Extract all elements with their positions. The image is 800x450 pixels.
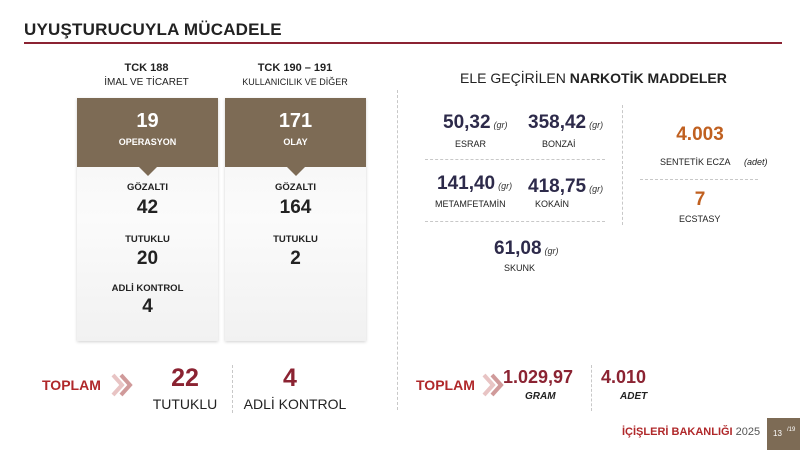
skunk-value: 61,08 (gr)	[494, 238, 559, 260]
metamfetamin-amount: 141,40	[437, 173, 496, 194]
olay-count: 171	[278, 110, 313, 132]
metamfetamin-unit: (gr)	[498, 181, 513, 191]
bonzai-label: BONZAİ	[542, 139, 576, 149]
operasyon-count: 19	[136, 110, 159, 132]
section-divider	[397, 90, 398, 410]
adli-kontrol-label: ADLİ KONTROL	[111, 283, 184, 294]
gozalti-label: GÖZALTI	[275, 182, 316, 193]
gozalti-value: 164	[279, 197, 312, 218]
total-adli-value: 4	[283, 364, 297, 392]
footer-year: 2025	[735, 426, 761, 438]
sentetik-label: SENTETİK ECZA	[660, 157, 731, 167]
ecstasy-value: 7	[694, 189, 706, 210]
esrar-label: ESRAR	[455, 139, 487, 149]
tck188-card: 19 OPERASYON GÖZALTI 42 TUTUKLU 20 ADLİ …	[77, 98, 218, 341]
sentetik-value: 4.003	[676, 124, 724, 145]
toplam-label-right: TOPLAM	[416, 377, 475, 393]
dashed-divider	[622, 105, 623, 225]
chevron-right-icon	[111, 373, 133, 397]
narcotics-title-prefix: ELE GEÇİRİLEN	[460, 70, 566, 86]
ministry-name: İÇİŞLERİ BAKANLIĞI	[622, 426, 733, 438]
skunk-unit: (gr)	[544, 246, 559, 256]
ecstasy-label: ECSTASY	[679, 214, 721, 224]
tck188-card-header: 19 OPERASYON	[77, 98, 218, 167]
olay-label: OLAY	[283, 137, 308, 147]
dashed-divider	[425, 221, 605, 222]
page-number-box: 13 /19	[767, 418, 800, 450]
narcotics-title-bold: NARKOTİK MADDELER	[569, 70, 727, 86]
total-tutuklu-label: TUTUKLU	[152, 396, 218, 412]
dashed-divider	[232, 365, 233, 413]
kokain-label: KOKAİN	[535, 199, 570, 209]
skunk-amount: 61,08	[494, 238, 542, 259]
tutuklu-value: 20	[136, 248, 159, 269]
tck190-card-header: 171 OLAY	[225, 98, 366, 167]
tck188-desc: İMAL VE TİCARET	[104, 77, 189, 88]
footer-brand: İÇİŞLERİ BAKANLIĞI 2025	[622, 426, 760, 438]
current-page: 13	[773, 429, 782, 438]
tck190-card: 171 OLAY GÖZALTI 164 TUTUKLU 2	[225, 98, 366, 341]
tck190-desc: KULLANICILIK VE DİĞER	[242, 77, 348, 87]
kokain-unit: (gr)	[589, 184, 604, 194]
total-tutuklu-value: 22	[171, 364, 199, 392]
sentetik-unit: (adet)	[744, 157, 768, 167]
card-pointer	[139, 167, 157, 176]
total-gram-label: GRAM	[525, 391, 556, 402]
esrar-unit: (gr)	[493, 120, 508, 130]
metamfetamin-value: 141,40 (gr)	[437, 173, 512, 195]
kokain-amount: 418,75	[528, 176, 587, 197]
dashed-divider	[591, 365, 592, 411]
skunk-label: SKUNK	[504, 263, 536, 273]
tck188-code: TCK 188	[124, 62, 169, 74]
tck188-header: TCK 188 İMAL VE TİCARET	[74, 62, 219, 88]
total-adli-label: ADLİ KONTROL	[243, 396, 347, 412]
page-title: UYUŞTURUCUYLA MÜCADELE	[24, 20, 282, 39]
gozalti-label: GÖZALTI	[127, 182, 168, 193]
total-pages: /19	[787, 427, 796, 433]
tutuklu-label: TUTUKLU	[273, 234, 318, 245]
card-pointer	[287, 167, 305, 176]
total-gram-value: 1.029,97	[503, 367, 574, 387]
esrar-amount: 50,32	[443, 112, 491, 133]
tck190-code: TCK 190 – 191	[257, 62, 333, 74]
esrar-value: 50,32 (gr)	[443, 112, 508, 134]
bonzai-value: 358,42 (gr)	[528, 112, 603, 134]
adli-kontrol-value: 4	[142, 296, 153, 317]
chevron-right-icon	[482, 373, 504, 397]
bonzai-amount: 358,42	[528, 112, 587, 133]
kokain-value: 418,75 (gr)	[528, 176, 603, 198]
tutuklu-label: TUTUKLU	[125, 234, 170, 245]
total-adet-value: 4.010	[601, 367, 647, 387]
title-divider	[24, 42, 782, 44]
dashed-divider	[640, 179, 758, 180]
bonzai-unit: (gr)	[589, 120, 604, 130]
dashed-divider	[425, 159, 605, 160]
tck190-header: TCK 190 – 191 KULLANICILIK VE DİĞER	[220, 62, 370, 87]
metamfetamin-label: METAMFETAMİN	[435, 199, 506, 209]
tutuklu-value: 2	[290, 248, 301, 269]
toplam-label-left: TOPLAM	[42, 377, 101, 393]
total-adet-label: ADET	[620, 391, 648, 402]
narcotics-title: ELE GEÇİRİLEN NARKOTİK MADDELER	[460, 70, 727, 86]
gozalti-value: 42	[136, 197, 159, 218]
operasyon-label: OPERASYON	[118, 137, 177, 147]
